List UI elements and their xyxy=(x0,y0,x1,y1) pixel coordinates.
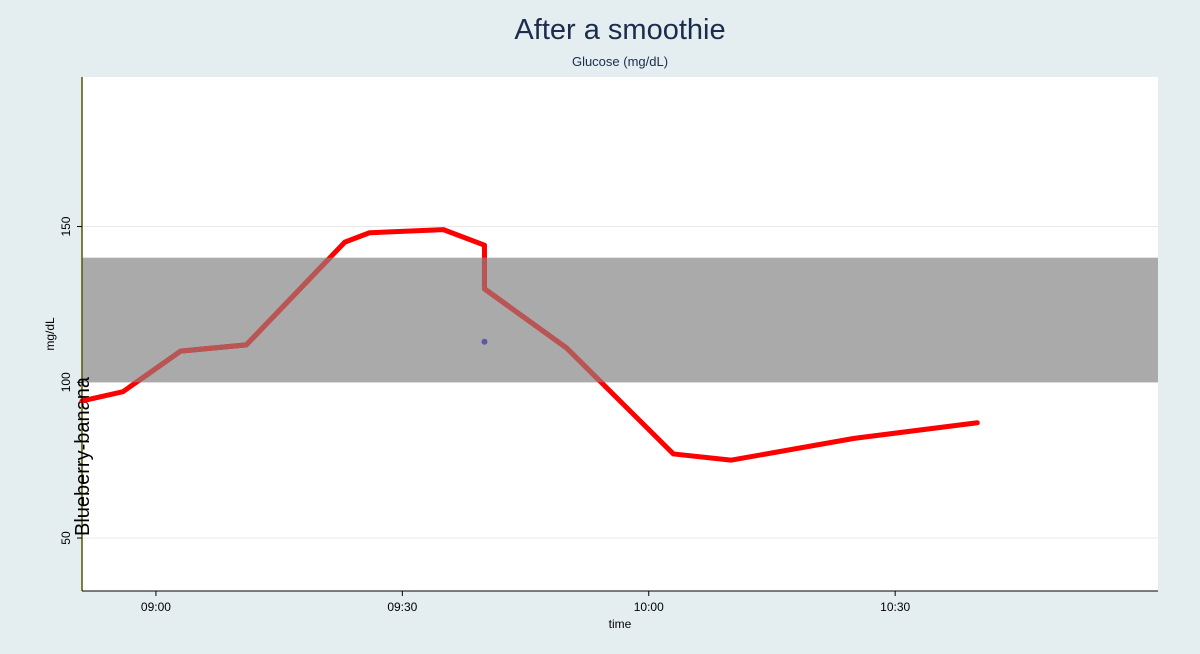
x-tick-label-10:00: 10:00 xyxy=(634,600,664,614)
x-axis-label: time xyxy=(609,617,632,631)
chart-title: After a smoothie xyxy=(514,14,726,46)
marker-point-0 xyxy=(481,338,488,345)
y-tick-label-50: 50 xyxy=(59,531,73,545)
series-line-in-range-0 xyxy=(131,257,605,383)
x-tick-label-09:30: 09:30 xyxy=(387,600,417,614)
annotation-label-0: Blueberry-banana xyxy=(72,376,94,536)
x-tick-label-10:30: 10:30 xyxy=(880,600,910,614)
y-tick-label-100: 100 xyxy=(59,372,73,392)
y-axis-label: mg/dL xyxy=(43,317,57,351)
chart-subtitle: Glucose (mg/dL) xyxy=(571,54,669,69)
target-range-band xyxy=(82,257,1158,383)
y-tick-label-150: 150 xyxy=(59,216,73,236)
x-tick-label-09:00: 09:00 xyxy=(141,600,171,614)
